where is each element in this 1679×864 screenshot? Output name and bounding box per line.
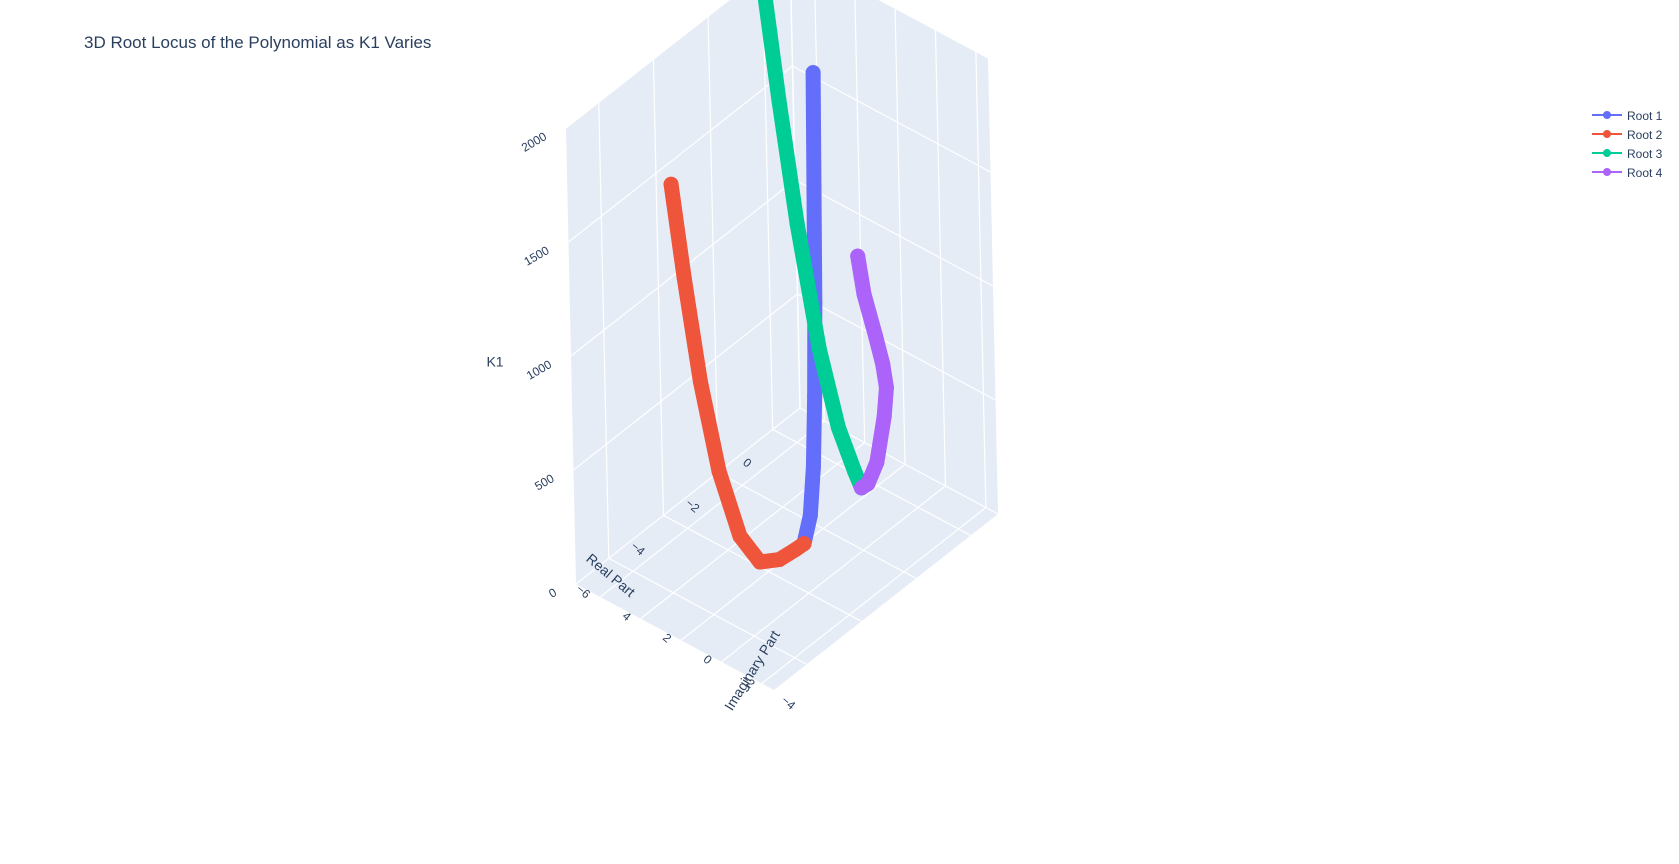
data-point (692, 374, 708, 390)
series-4 (850, 248, 894, 496)
legend-swatch (1592, 125, 1622, 144)
data-point (805, 459, 821, 475)
data-point (676, 270, 692, 286)
data-point (752, 554, 768, 570)
grid-line-k1-wall-real (565, 0, 730, 129)
series-traces (663, 0, 894, 570)
y-tick-label: 4 (620, 609, 634, 624)
data-point (771, 93, 787, 109)
data-point (663, 176, 679, 192)
grid-line-k1-wall-imag (878, 0, 989, 59)
data-point (805, 65, 821, 81)
data-point (807, 388, 823, 404)
grid-line-imag-floor (640, 442, 866, 620)
data-point (867, 328, 883, 344)
legend-label: Root 1 (1627, 108, 1663, 123)
data-point (802, 507, 818, 523)
chart-title: 3D Root Locus of the Polynomial as K1 Va… (84, 33, 432, 52)
y-tick-label: 0 (701, 652, 715, 667)
legend-item-root-3[interactable]: Root 3 (1592, 144, 1662, 163)
grid-line-imag-floor (761, 507, 987, 684)
data-point (711, 463, 727, 479)
data-point (830, 420, 846, 436)
z-tick-label: 2000 (519, 129, 549, 155)
legend-swatch (1592, 144, 1622, 163)
data-point (847, 463, 863, 479)
data-point (789, 216, 805, 232)
data-point (850, 248, 866, 264)
grid-line-k1-wall-imag (794, 179, 994, 287)
legend-label: Root 2 (1627, 127, 1663, 142)
grid-line-k1-wall-real (575, 407, 801, 585)
series-2 (663, 176, 812, 570)
grid-line-k1-wall-real (573, 293, 798, 471)
legend-item-root-1[interactable]: Root 1 (1592, 106, 1662, 125)
data-point (876, 409, 892, 425)
legend-swatch (1592, 106, 1622, 125)
legend-label: Root 3 (1627, 146, 1663, 161)
data-point (771, 552, 787, 568)
y-tick-label: 2 (660, 630, 674, 645)
data-point (860, 476, 876, 492)
grid-line-k1-wall-imag (797, 293, 996, 401)
data-point (811, 341, 827, 357)
y-tick-label: −4 (779, 693, 799, 713)
data-point (875, 356, 891, 372)
grid-line-real-floor (717, 471, 917, 579)
legend-label: Root 4 (1627, 165, 1663, 180)
data-point (878, 380, 894, 396)
legend: Root 1 Root 2 Root 3 Root 4 (1592, 106, 1662, 182)
z-axis-title: K1 (486, 354, 503, 370)
z-tick-label: 1500 (521, 243, 551, 269)
legend-swatch (1592, 163, 1622, 182)
z-tick-label: 1000 (524, 357, 554, 383)
legend-item-root-4[interactable]: Root 4 (1592, 163, 1662, 182)
data-point (788, 541, 804, 557)
legend-item-root-2[interactable]: Root 2 (1592, 125, 1662, 144)
z-tick-label: 500 (532, 471, 557, 493)
grid-line-k1-wall-imag (792, 65, 991, 173)
back-wall-imaginary (791, 0, 998, 514)
grid-line-real-floor (608, 557, 808, 665)
data-point (856, 286, 872, 302)
grid-line-k1-wall-real (568, 65, 793, 243)
grid-line-imag-floor (721, 485, 946, 663)
grid-line-imag-floor (599, 420, 825, 598)
data-point (869, 454, 885, 470)
z-tick-label: 0 (546, 585, 559, 601)
data-point (732, 528, 748, 544)
data-point (806, 180, 822, 196)
